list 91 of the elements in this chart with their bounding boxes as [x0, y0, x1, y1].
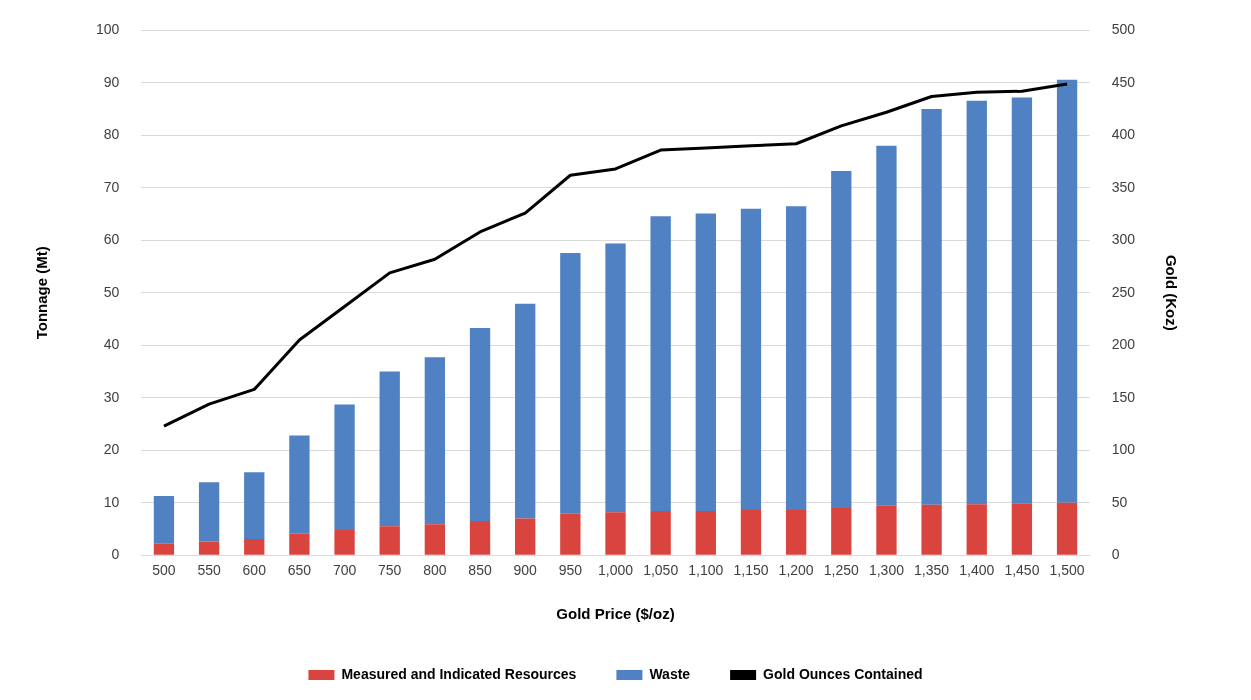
- bar: [695, 213, 716, 512]
- bar: [1056, 502, 1078, 555]
- x-tick-label: 1,000: [597, 562, 634, 579]
- bar: [1011, 503, 1033, 555]
- bar: [921, 109, 942, 505]
- bar: [289, 435, 310, 534]
- y-tick-label: 60: [103, 231, 120, 248]
- bar: [876, 145, 897, 506]
- x-tick-label: 1,250: [823, 562, 860, 579]
- x-tick-label: 800: [423, 562, 447, 579]
- x-tick-label: 500: [152, 562, 176, 579]
- x-tick-label: 950: [558, 562, 583, 579]
- y-tick-label: 80: [103, 126, 120, 143]
- y2-tick-label: 50: [1111, 493, 1128, 510]
- x-tick-label: 1,400: [959, 562, 995, 579]
- bar: [695, 511, 716, 555]
- bar: [650, 511, 671, 555]
- bar: [785, 510, 807, 555]
- y2-axis-title: Gold (Koz): [1162, 254, 1180, 331]
- x-tick-label: 1,500: [1049, 562, 1085, 579]
- bar: [379, 526, 400, 555]
- bar: [785, 206, 807, 511]
- bar: [876, 505, 897, 555]
- y-tick-label: 70: [103, 178, 120, 195]
- bar: [469, 521, 491, 555]
- x-tick-label: 750: [378, 562, 402, 579]
- bar: [650, 216, 671, 512]
- bar: [966, 504, 987, 555]
- bar: [334, 404, 355, 531]
- bar: [605, 512, 626, 555]
- bar: [198, 541, 220, 555]
- x-tick-label: 1,450: [1004, 562, 1040, 579]
- y-tick-label: 100: [96, 21, 120, 38]
- bar: [153, 543, 175, 555]
- y2-tick-label: 200: [1111, 336, 1136, 353]
- bar: [424, 524, 446, 555]
- x-tick-label: 700: [332, 562, 357, 579]
- bar: [1011, 97, 1033, 504]
- legend-label: Measured and Indicated Resources: [341, 665, 577, 682]
- bar: [198, 482, 220, 542]
- y-tick-label: 40: [103, 336, 120, 353]
- y2-tick-label: 100: [1111, 441, 1136, 458]
- x-tick-label: 600: [242, 562, 267, 579]
- bar: [334, 530, 355, 555]
- x-tick-label: 1,200: [778, 562, 814, 579]
- x-tick-label: 850: [468, 562, 492, 579]
- y2-tick-label: 400: [1111, 126, 1136, 143]
- bar: [244, 472, 265, 539]
- bar: [831, 171, 852, 508]
- bar: [831, 507, 852, 555]
- bar: [560, 252, 581, 514]
- y2-tick-label: 150: [1111, 388, 1136, 405]
- y-axis-title: Tonnage (Mt): [33, 246, 51, 340]
- bar: [289, 533, 310, 555]
- bar: [560, 513, 581, 555]
- y2-tick-label: 350: [1111, 178, 1136, 195]
- bar: [469, 327, 491, 522]
- y2-tick-label: 0: [1111, 546, 1120, 563]
- bar: [515, 518, 536, 555]
- legend-label: Gold Ounces Contained: [763, 665, 923, 682]
- bar: [379, 371, 400, 527]
- x-tick-label: 550: [197, 562, 221, 579]
- bar: [244, 538, 265, 555]
- bar: [740, 510, 762, 555]
- y-tick-label: 30: [103, 388, 120, 405]
- x-tick-label: 1,350: [914, 562, 950, 579]
- y-tick-label: 0: [111, 546, 120, 563]
- bar: [515, 303, 536, 519]
- bar: [740, 208, 762, 511]
- y-tick-label: 50: [103, 283, 120, 300]
- x-tick-label: 650: [287, 562, 312, 579]
- x-axis-title: Gold Price ($/oz): [556, 605, 675, 623]
- bar: [921, 504, 942, 555]
- legend-label: Waste: [649, 665, 691, 682]
- y-tick-label: 90: [103, 73, 120, 90]
- bar: [153, 495, 175, 544]
- x-tick-label: 1,050: [643, 562, 679, 579]
- bar: [966, 100, 987, 505]
- x-tick-label: 900: [513, 562, 538, 579]
- y2-tick-label: 500: [1111, 21, 1136, 38]
- y-tick-label: 20: [103, 441, 120, 458]
- y2-tick-label: 450: [1111, 73, 1136, 90]
- bar: [605, 243, 626, 513]
- y-tick-label: 10: [103, 493, 120, 510]
- x-tick-label: 1,300: [868, 562, 905, 579]
- y2-tick-label: 300: [1111, 231, 1136, 248]
- y2-tick-label: 250: [1111, 283, 1136, 300]
- bar: [1056, 79, 1078, 503]
- x-tick-label: 1,100: [688, 562, 724, 579]
- x-tick-label: 1,150: [733, 562, 769, 579]
- bar: [424, 357, 446, 525]
